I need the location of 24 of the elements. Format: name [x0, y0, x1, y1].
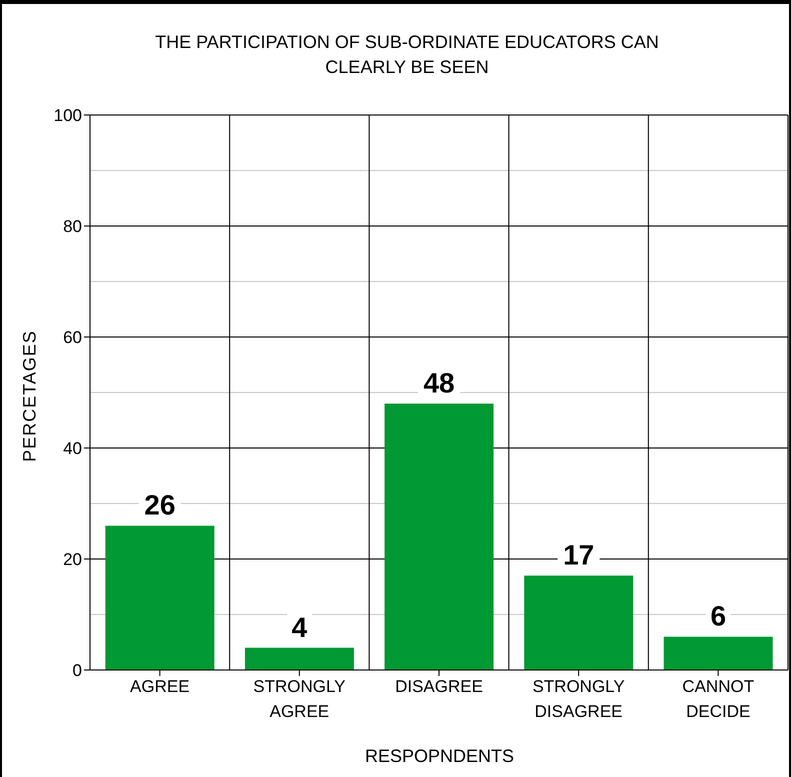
x-tick-label: CANNOT DECIDE	[682, 677, 754, 721]
y-tick-label: 60	[63, 328, 82, 348]
data-label: 17	[563, 540, 594, 571]
y-tick-label: 80	[63, 217, 82, 236]
x-tick-label: AGREE	[130, 677, 190, 696]
data-label: 6	[710, 600, 726, 632]
chart-title: THE PARTICIPATION OF SUB-ORDINATE EDUCATORS CAN CLEARLY BE SEEN	[154, 31, 660, 79]
y-tick-label: 0	[72, 661, 82, 680]
y-tick-label: 100	[54, 106, 82, 126]
data-label: 48	[423, 368, 455, 399]
y-tick-label: 40	[63, 439, 82, 458]
x-axis-title: RESPOPNDENTS	[364, 746, 516, 767]
x-tick-label: STRONGLY AGREE	[253, 677, 346, 721]
y-axis-title: PERCETAGES	[20, 330, 40, 462]
data-label: 26	[144, 490, 176, 521]
data-label: 4	[292, 612, 308, 643]
bar	[664, 636, 773, 670]
bar	[524, 576, 634, 670]
bar	[384, 404, 494, 670]
x-tick-label: STRONGLY DISAGREE	[532, 677, 625, 721]
y-tick-label: 20	[63, 550, 82, 570]
x-tick-label: DISAGREE	[395, 677, 483, 696]
bar	[105, 526, 214, 670]
bar	[244, 648, 354, 670]
